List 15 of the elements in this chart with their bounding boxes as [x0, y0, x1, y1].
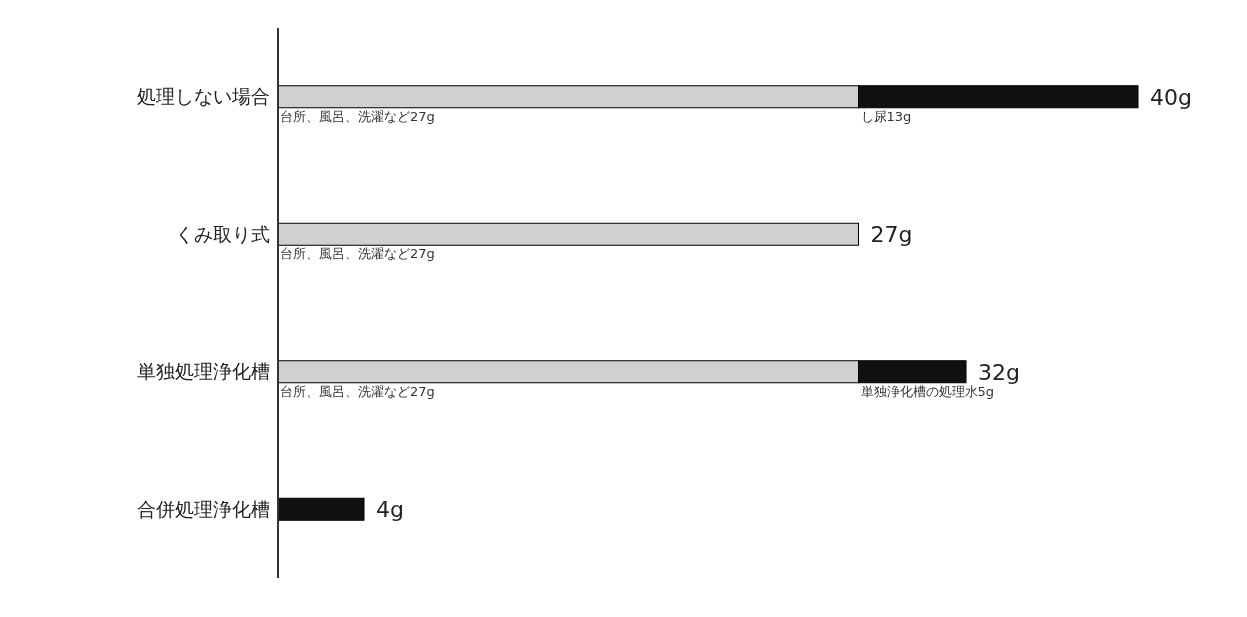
y-tick-label: くみ取り式 [175, 222, 270, 245]
data-label: し尿13g [860, 108, 912, 124]
data-label: 台所、風呂、洗濯など27g [280, 108, 435, 124]
data-label: 単独浄化槽の処理水5g [860, 383, 995, 399]
total-label: 27g [870, 222, 913, 248]
y-tick-label: 処理しない場合 [137, 85, 270, 108]
total-label: 4g [376, 497, 404, 523]
data-label: 台所、風呂、洗濯など27g [280, 246, 435, 262]
bar [277, 222, 859, 246]
bar [277, 497, 365, 521]
data-label: 台所、風呂、洗濯など27g [280, 383, 435, 399]
total-label: 32g [978, 359, 1020, 385]
y-tick-label: 合併処理浄化槽 [137, 497, 270, 520]
y-tick-label: 単独処理浄化槽 [137, 360, 270, 383]
total-label: 40g [1150, 84, 1192, 110]
